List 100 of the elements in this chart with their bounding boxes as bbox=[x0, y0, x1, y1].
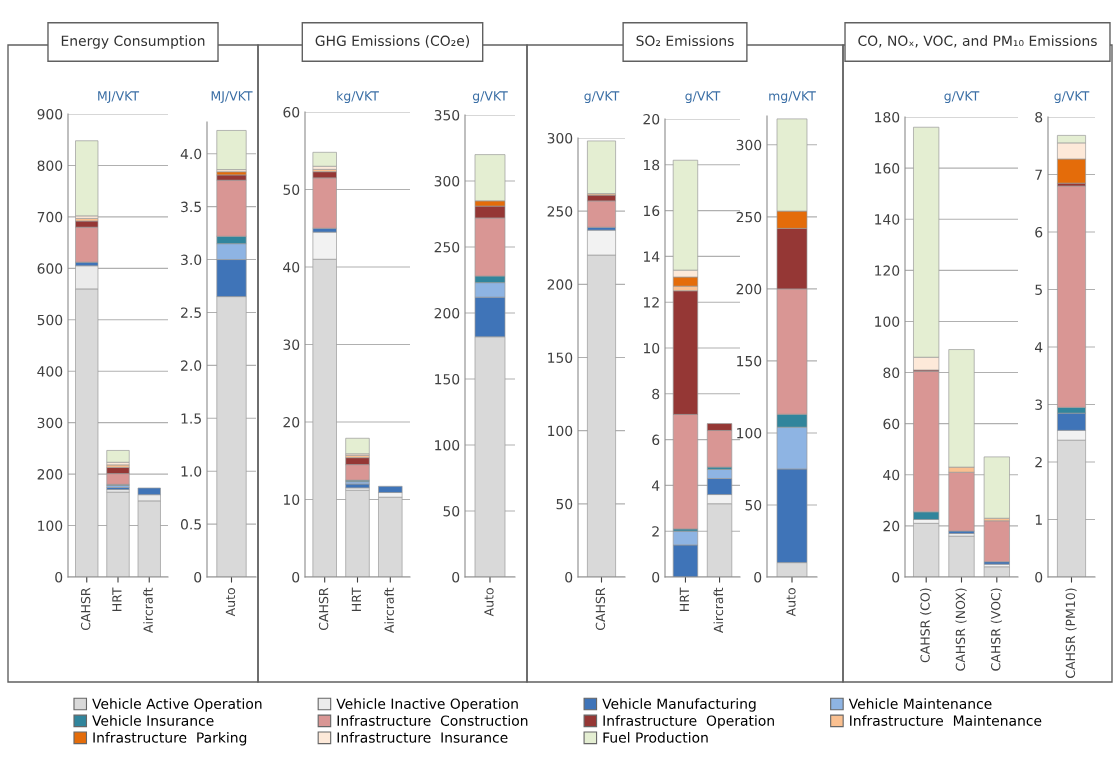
x-tick-label: Aircraft bbox=[143, 587, 153, 633]
legend-label: Fuel Production bbox=[603, 732, 708, 743]
y-tick-label: 500 bbox=[37, 314, 63, 326]
y-tick-label: 1.5 bbox=[181, 413, 201, 424]
y-axis-title: kg/VKT bbox=[337, 90, 379, 104]
x-tick-label: HRT bbox=[351, 587, 361, 611]
y-tick-label: 350 bbox=[434, 109, 460, 121]
y-tick-label: 250 bbox=[434, 241, 460, 253]
y-tick-label: 50 bbox=[556, 498, 573, 510]
y-tick-label: 150 bbox=[548, 352, 573, 363]
y-tick-label: 300 bbox=[736, 139, 762, 151]
y-tick-label: 0 bbox=[892, 571, 900, 583]
y-axis-title: g/VKT bbox=[944, 91, 980, 104]
y-tick-label: 16 bbox=[643, 205, 660, 217]
y-tick-label: 2 bbox=[1035, 456, 1042, 468]
y-axis-title: g/VKT bbox=[584, 91, 620, 104]
y-tick-label: 3.0 bbox=[181, 254, 202, 266]
legend-label: Infrastructure Construction bbox=[337, 715, 528, 726]
x-tick-label: Auto bbox=[225, 588, 236, 617]
x-tick-label: HRT bbox=[679, 587, 689, 611]
y-tick-label: 4 bbox=[1034, 342, 1043, 353]
y-tick-label: 8 bbox=[1035, 111, 1043, 123]
y-tick-label: 50 bbox=[443, 505, 460, 517]
y-tick-label: 0 bbox=[194, 571, 202, 583]
y-axis-title: MJ/VKT bbox=[98, 91, 140, 103]
y-tick-label: 160 bbox=[875, 163, 900, 174]
chart-title: GHG Emissions (CO₂e) bbox=[315, 35, 470, 48]
y-axis-title: g/VKT bbox=[685, 91, 721, 104]
x-tick-label: Auto bbox=[786, 588, 796, 617]
x-tick-label: CAHSR bbox=[318, 587, 329, 631]
y-tick-label: 300 bbox=[434, 175, 460, 187]
y-tick-label: 10 bbox=[643, 342, 660, 354]
y-tick-label: 40 bbox=[283, 261, 300, 273]
y-tick-label: 2.0 bbox=[181, 360, 202, 371]
chart-title: Energy Consumption bbox=[61, 35, 205, 49]
y-tick-label: 800 bbox=[37, 160, 63, 171]
legend-label: Infrastructure Maintenance bbox=[850, 715, 1042, 726]
y-axis-title: g/VKT bbox=[1054, 91, 1090, 104]
x-tick-label: Auto bbox=[484, 588, 494, 617]
legend-label: Vehicle Active Operation bbox=[92, 698, 262, 712]
y-tick-label: 60 bbox=[883, 418, 900, 430]
y-tick-label: 20 bbox=[643, 113, 660, 125]
y-tick-label: 300 bbox=[547, 132, 573, 144]
y-tick-label: 4.0 bbox=[180, 148, 202, 160]
y-tick-label: 50 bbox=[745, 499, 762, 511]
legend-label: Infrastructure Insurance bbox=[337, 732, 508, 743]
legend-label: Vehicle Maintenance bbox=[848, 698, 992, 709]
y-tick-label: 250 bbox=[547, 206, 573, 217]
y-tick-label: 6 bbox=[652, 434, 660, 446]
legend-label: Infrastructure Operation bbox=[603, 715, 774, 729]
x-tick-label: CAHSR bbox=[595, 587, 606, 631]
y-tick-label: 7 bbox=[1035, 169, 1042, 180]
y-tick-label: 20 bbox=[283, 416, 300, 428]
y-tick-label: 6 bbox=[1035, 226, 1043, 238]
y-tick-label: 600 bbox=[37, 263, 63, 274]
y-axis-title: g/VKT bbox=[472, 91, 508, 104]
y-tick-label: 400 bbox=[37, 366, 63, 377]
y-tick-label: 120 bbox=[875, 265, 900, 276]
y-tick-label: 14 bbox=[643, 251, 660, 262]
x-tick-label: CAHSR (NOX) bbox=[955, 588, 967, 671]
y-tick-label: 12 bbox=[643, 297, 659, 308]
chart-title: SO₂ Emissions bbox=[636, 35, 734, 47]
y-axis-title: MJ/VKT bbox=[211, 91, 253, 103]
y-tick-label: 0 bbox=[652, 571, 660, 583]
x-tick-label: Aircraft bbox=[713, 587, 724, 633]
y-tick-label: 0 bbox=[55, 571, 63, 583]
y-tick-label: 0 bbox=[1035, 571, 1043, 583]
x-tick-label: Aircraft bbox=[384, 587, 394, 633]
y-tick-label: 2.5 bbox=[181, 307, 201, 318]
y-tick-label: 1.0 bbox=[181, 466, 202, 477]
x-tick-label: CAHSR (CO) bbox=[920, 588, 932, 663]
y-tick-label: 50 bbox=[283, 184, 300, 195]
y-tick-label: 3 bbox=[1035, 399, 1043, 410]
y-tick-label: 200 bbox=[434, 307, 460, 319]
y-tick-label: 140 bbox=[875, 214, 900, 225]
y-tick-label: 1 bbox=[1035, 514, 1042, 525]
y-tick-label: 180 bbox=[875, 111, 900, 123]
y-tick-label: 100 bbox=[737, 427, 762, 439]
legend-label: Vehicle Insurance bbox=[92, 715, 214, 726]
x-tick-label: CAHSR (PM10) bbox=[1065, 588, 1077, 678]
legend-label: Infrastructure Parking bbox=[93, 732, 247, 746]
chart-title: CO, NOₓ, VOC, and PM₁₀ Emissions bbox=[858, 35, 1097, 48]
y-tick-label: 250 bbox=[736, 211, 762, 223]
y-tick-label: 60 bbox=[283, 106, 300, 118]
y-tick-label: 0 bbox=[754, 571, 762, 583]
y-axis-title: mg/VKT bbox=[769, 91, 816, 104]
y-tick-label: 80 bbox=[883, 367, 900, 379]
y-tick-label: 100 bbox=[38, 520, 63, 532]
y-tick-label: 150 bbox=[435, 373, 460, 385]
y-tick-label: 200 bbox=[547, 279, 573, 290]
y-tick-label: 200 bbox=[736, 283, 762, 295]
y-tick-label: 3.5 bbox=[181, 201, 201, 213]
legend-label: Vehicle Inactive Operation bbox=[336, 698, 518, 712]
legend-label: Vehicle Manufacturing bbox=[602, 698, 756, 712]
y-tick-label: 200 bbox=[37, 469, 63, 480]
y-tick-label: 8 bbox=[652, 388, 660, 400]
y-tick-label: 900 bbox=[37, 108, 63, 120]
y-tick-label: 100 bbox=[548, 425, 573, 437]
y-tick-label: 20 bbox=[883, 520, 900, 532]
x-tick-label: CAHSR (VOC) bbox=[990, 588, 1002, 671]
